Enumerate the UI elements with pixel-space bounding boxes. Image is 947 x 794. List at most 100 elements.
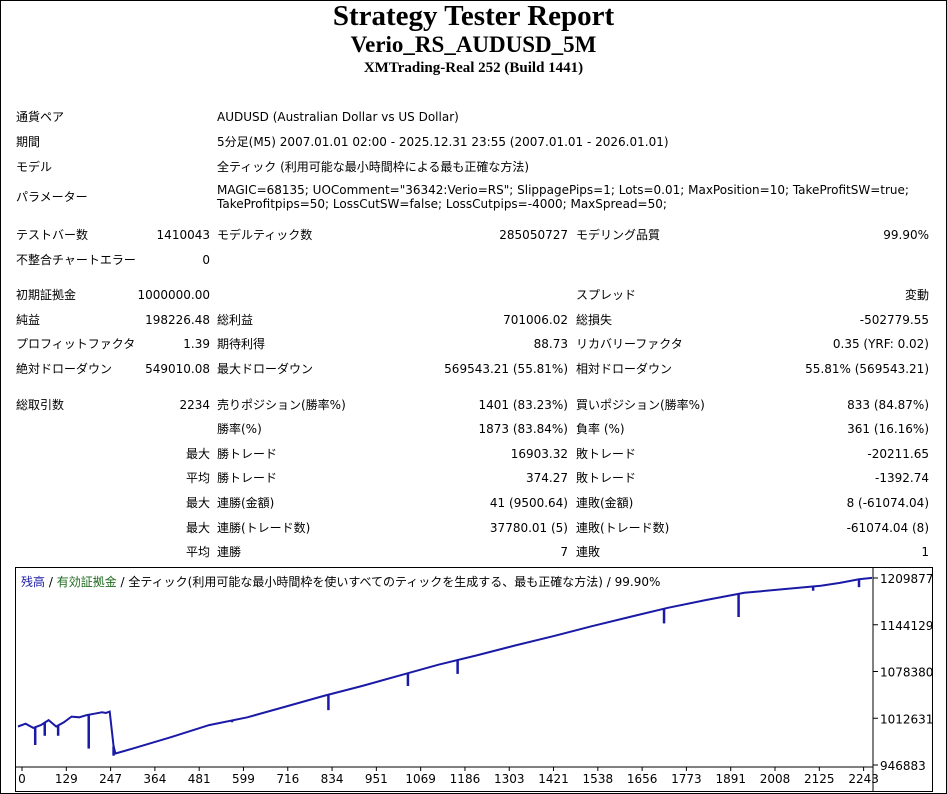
x-tick-label: 364 [143,772,166,786]
loss-rate-label: 負率 (%) [576,422,625,436]
x-tick-label: 481 [188,772,211,786]
x-tick-label: 1421 [538,772,569,786]
model-value: 全ティック (利用可能な最小時間枠による最も正確な方法) [217,160,530,174]
x-tick-label: 2243 [848,772,879,786]
total-trades-label: 総取引数 [16,398,65,412]
net-profit-label: 純益 [16,313,41,327]
quality-label: モデリング品質 [576,228,661,242]
parameters-label: パラメーター [16,190,88,204]
avg-consec-prefix: 平均 [185,545,210,559]
legend-balance: 残高 [21,575,46,589]
x-tick-label: 1069 [405,772,436,786]
largest-prefix: 最大 [185,447,210,461]
max-consec-losses-trades-label: 連敗(トレード数) [576,521,670,535]
recovery-factor-value: 0.35 (YRF: 0.02) [832,337,929,351]
rel-drawdown-value: 55.81% (569543.21) [805,362,929,376]
ea-name: Verio_RS_AUDUSD_5M [350,32,597,57]
parameters-line1: MAGIC=68135; UOComment="36342:Verio=RS";… [217,183,909,197]
avg-consec-wins-label: 連勝 [217,545,242,559]
spread-value: 変動 [904,288,929,302]
model-label: モデル [16,160,53,174]
net-profit-value: 198226.48 [145,313,210,327]
x-tick-label: 1538 [583,772,614,786]
max-consec-wins-trades-value: 37780.01 (5) [489,521,568,535]
balance-chart: 残高 / 有効証拠金 / 全ティック(利用可能な最小時間枠を使いすべてのティック… [15,567,933,792]
x-tick-label: 129 [55,772,78,786]
x-tick-label: 247 [99,772,122,786]
largest-loss-value: -20211.65 [867,447,929,461]
server-info: XMTrading-Real 252 (Build 1441) [363,60,584,76]
win-rate-label: 勝率(%) [217,422,262,436]
legend-separator: / [45,575,57,589]
max-consec-wins-money-label: 連勝(金額) [217,496,275,510]
gross-profit-label: 総利益 [217,313,254,327]
abs-drawdown-label: 絶対ドローダウン [16,362,113,376]
symbol-value: AUDUSD (Australian Dollar vs US Dollar) [217,110,459,124]
balance-line [17,576,873,755]
x-tick-label: 1891 [715,772,746,786]
average-loss-label: 敗トレード [576,471,637,485]
ticks-label: モデルティック数 [217,228,313,242]
avg-consec-losses-label: 連敗 [576,545,601,559]
x-tick-label: 1303 [494,772,525,786]
parameters-line2: TakeProfitpips=50; LossCutSW=false; Loss… [217,197,667,211]
symbol-label: 通貨ペア [16,110,65,124]
legend-equity: 有効証拠金 [56,575,117,589]
chart-plot: 1209877 1144129 1078380 1012631 946883 0 129 24… [16,568,933,791]
max-consec-wins-trades-label: 連勝(トレード数) [217,521,311,535]
report-title: Strategy Tester Report [332,0,615,32]
mismatch-label: 不整合チャートエラー [16,253,136,267]
win-rate-value: 1873 (83.84%) [478,422,568,436]
x-tick-label: 1656 [627,772,658,786]
bars-label: テストバー数 [16,228,89,242]
rel-drawdown-label: 相対ドローダウン [576,362,673,376]
chart-legend: 残高 / 有効証拠金 / 全ティック(利用可能な最小時間枠を使いすべてのティック… [21,573,660,590]
abs-drawdown-value: 549010.08 [145,362,210,376]
max-consec-money-prefix: 最大 [185,496,210,510]
loss-rate-value: 361 (16.16%) [847,422,929,436]
expected-payoff-value: 88.73 [533,337,568,351]
legend-separator: / [116,575,129,589]
period-label: 期間 [16,135,41,149]
mismatch-value: 0 [202,253,210,267]
average-prefix: 平均 [185,471,210,485]
x-tick-label: 0 [18,772,26,786]
largest-win-label: 勝トレード [217,447,278,461]
x-tick-label: 2008 [760,772,791,786]
ticks-value: 285050727 [499,228,568,242]
short-positions-value: 1401 (83.23%) [478,398,568,412]
max-consec-losses-money-value: 8 (-61074.04) [846,496,929,510]
largest-win-value: 16903.32 [510,447,568,461]
y-tick-label: 1144129 [880,619,932,633]
spread-label: スプレッド [576,288,637,302]
y-tick-label: 1078380 [880,666,932,680]
y-tick-label: 946883 [880,759,926,773]
profit-factor-value: 1.39 [183,337,210,351]
long-positions-value: 833 (84.87%) [847,398,929,412]
expected-payoff-label: 期待利得 [217,337,266,351]
average-win-label: 勝トレード [217,471,278,485]
x-tick-label: 2125 [804,772,835,786]
x-tick-label: 834 [321,772,344,786]
initial-deposit-label: 初期証拠金 [16,288,77,302]
avg-consec-losses-value: 1 [921,545,929,559]
period-value: 5分足(M5) 2007.01.01 02:00 - 2025.12.31 23… [217,135,669,149]
max-consec-wins-money-value: 41 (9500.64) [489,496,568,510]
quality-value: 99.90% [883,228,929,242]
max-consec-trades-prefix: 最大 [185,521,210,535]
x-tick-label: 1773 [671,772,702,786]
average-loss-value: -1392.74 [875,471,929,485]
x-tick-label: 951 [365,772,388,786]
largest-loss-label: 敗トレード [576,447,637,461]
average-win-value: 374.27 [526,471,568,485]
legend-description: 全ティック(利用可能な最小時間枠を使いすべてのティックを生成する、最も正確な方法… [128,575,661,589]
x-tick-label: 1186 [450,772,481,786]
long-positions-label: 買いポジション(勝率%) [576,398,705,412]
x-tick-label: 716 [276,772,299,786]
initial-deposit-value: 1000000.00 [137,288,210,302]
max-drawdown-label: 最大ドローダウン [217,362,314,376]
y-tick-label: 1012631 [880,712,932,726]
gross-loss-value: -502779.55 [859,313,929,327]
max-consec-losses-money-label: 連敗(金額) [576,496,634,510]
gross-loss-label: 総損失 [576,313,613,327]
